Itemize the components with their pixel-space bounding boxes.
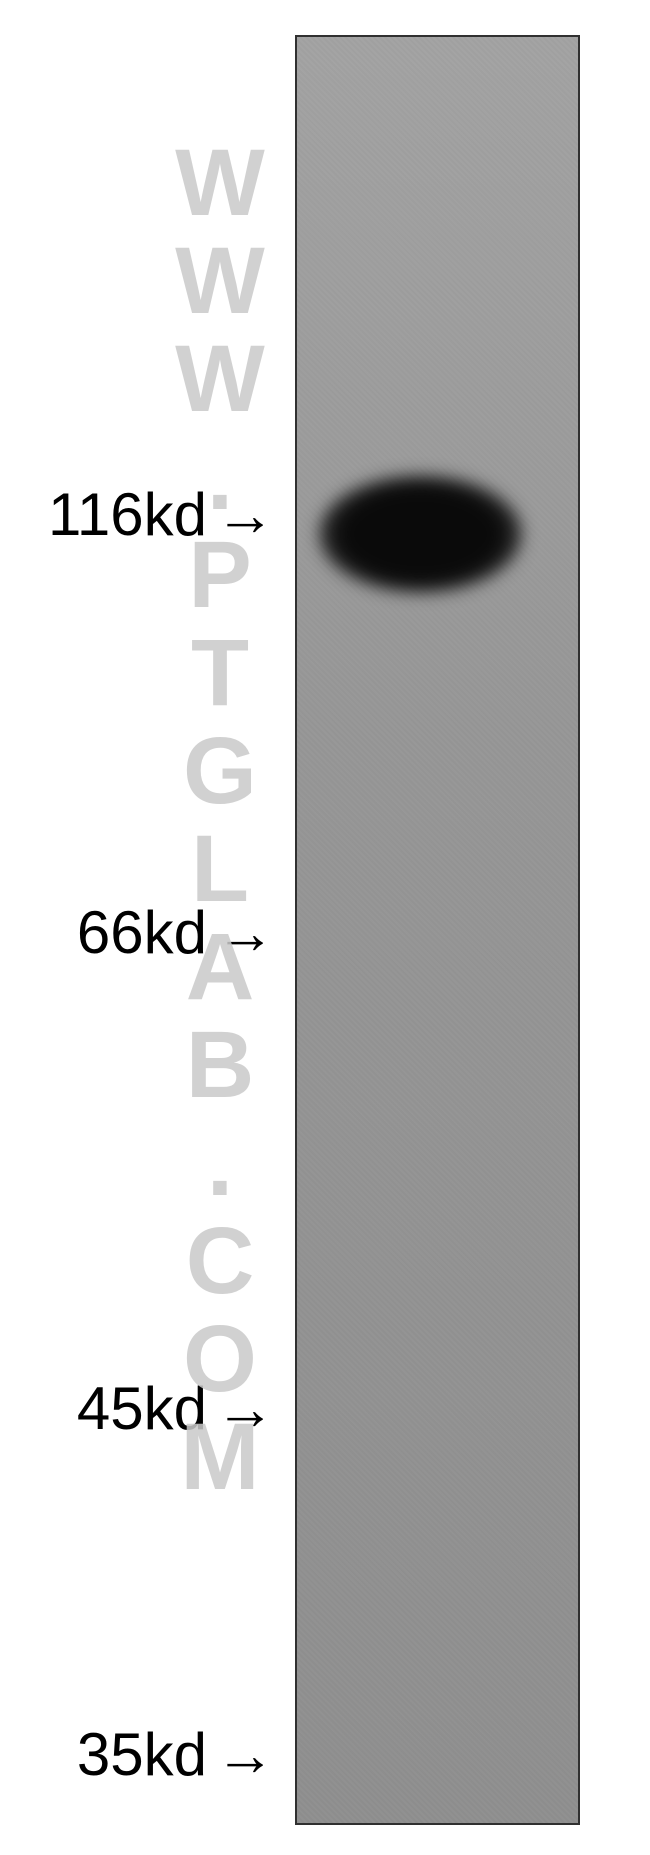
watermark-text: WWW.PTGLAB.COM: [165, 130, 274, 1502]
mw-marker: 35kd→: [10, 1720, 275, 1789]
arrow-right-icon: →: [215, 1720, 275, 1789]
mw-marker-label: 35kd: [77, 1720, 207, 1789]
blot-lane-container: [295, 35, 580, 1825]
lane-texture: [297, 37, 578, 1823]
blot-band: [319, 475, 521, 593]
blot-lane: [295, 35, 580, 1825]
